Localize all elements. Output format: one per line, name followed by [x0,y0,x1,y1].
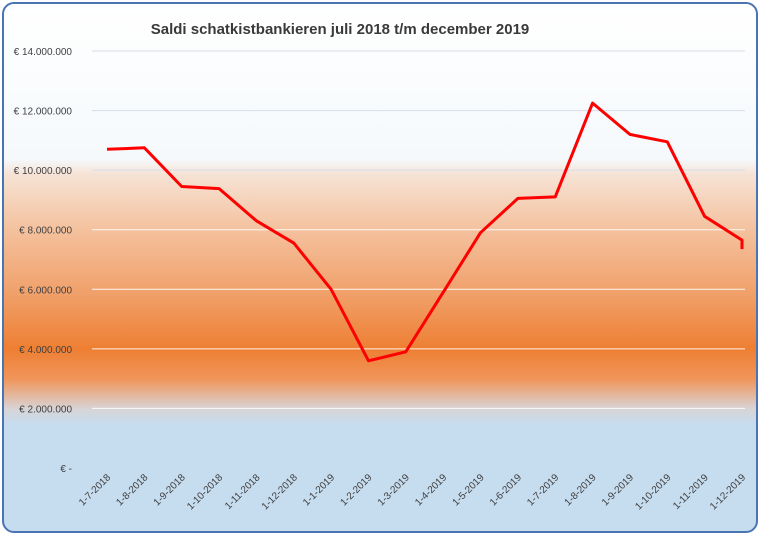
x-tick-label: 1-6-2019 [488,472,524,508]
x-tick-label: 1-8-2019 [563,472,599,508]
y-tick-label: € 2.000.000 [19,404,72,415]
series-group [106,101,744,363]
gridlines [92,50,745,409]
y-tick-label: € 4.000.000 [19,345,72,356]
x-tick-label: 1-11-2018 [223,472,263,512]
x-tick-label: 1-3-2019 [376,472,412,508]
x-tick-label: 1-1-2019 [301,472,337,508]
y-tick-label: € 14.000.000 [14,47,73,58]
x-tick-label: 1-10-2018 [185,472,225,512]
y-tick-label: € - [60,464,72,475]
x-tick-label: 1-9-2018 [152,472,188,508]
x-tick-label: 1-7-2019 [525,472,561,508]
y-tick-label: € 8.000.000 [19,226,72,237]
x-tick-label: 1-5-2019 [451,472,487,508]
x-tick-label: 1-2-2019 [339,472,375,508]
y-tick-label: € 6.000.000 [19,285,72,296]
y-axis-ticks: € - € 2.000.000 € 4.000.000 € 6.000.000 € 8.… [14,47,73,475]
x-tick-label: 1-9-2019 [600,472,636,508]
x-tick-label: 1-7-2018 [77,472,113,508]
x-tick-label: 1-11-2019 [671,472,711,512]
x-tick-label: 1-10-2019 [633,472,673,512]
chart-title: Saldi schatkistbankieren juli 2018 t/m d… [151,21,530,38]
x-tick-label: 1-8-2018 [114,472,150,508]
x-tick-label: 1-12-2019 [708,472,748,512]
x-tick-label: 1-12-2018 [260,472,300,512]
y-tick-label: € 10.000.000 [14,166,73,177]
x-tick-label: 1-4-2019 [413,472,449,508]
y-tick-label: € 12.000.000 [14,107,73,118]
x-axis-ticks: 1-7-2018 1-8-2018 1-9-20181-10-20181-11-20… [77,472,748,512]
series-line [106,101,744,363]
